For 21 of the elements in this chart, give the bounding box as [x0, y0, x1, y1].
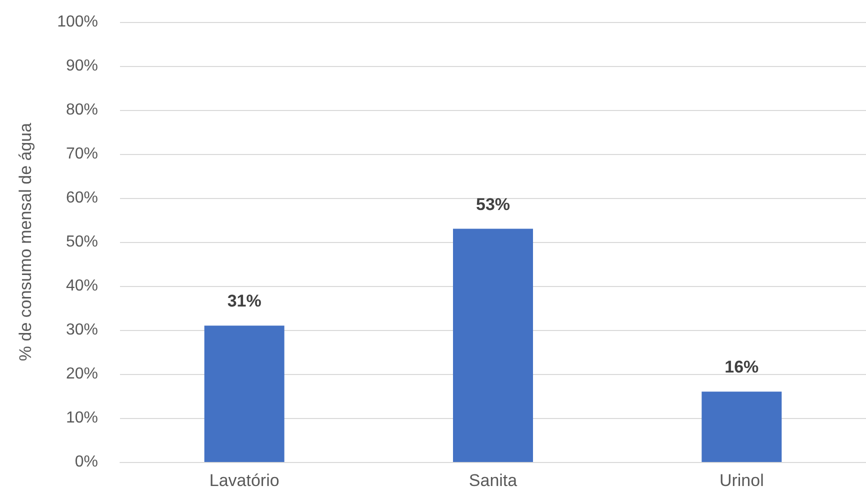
y-tick-label: 10% — [66, 410, 98, 426]
x-tick-label: Lavatório — [209, 471, 280, 490]
data-label: 53% — [476, 194, 510, 214]
y-axis-title: % de consumo mensal de água — [16, 122, 35, 362]
y-tick-label: 80% — [66, 102, 98, 118]
y-tick-label: 0% — [74, 454, 98, 470]
bar — [702, 392, 782, 462]
data-label: 16% — [724, 358, 759, 377]
data-label: 31% — [227, 292, 262, 311]
y-tick-label: 70% — [66, 146, 98, 162]
y-tick-label: 50% — [66, 234, 98, 250]
y-tick-label: 40% — [66, 278, 98, 294]
y-tick-label: 30% — [66, 322, 98, 338]
x-tick-label: Sanita — [468, 471, 518, 490]
y-tick-label: 100% — [57, 14, 98, 30]
y-tick-label: 20% — [66, 366, 98, 382]
x-tick-label: Urinol — [719, 471, 764, 490]
y-tick-label: 90% — [66, 58, 98, 74]
bar — [453, 228, 533, 462]
bar — [204, 326, 284, 462]
y-tick-label: 60% — [66, 190, 98, 206]
